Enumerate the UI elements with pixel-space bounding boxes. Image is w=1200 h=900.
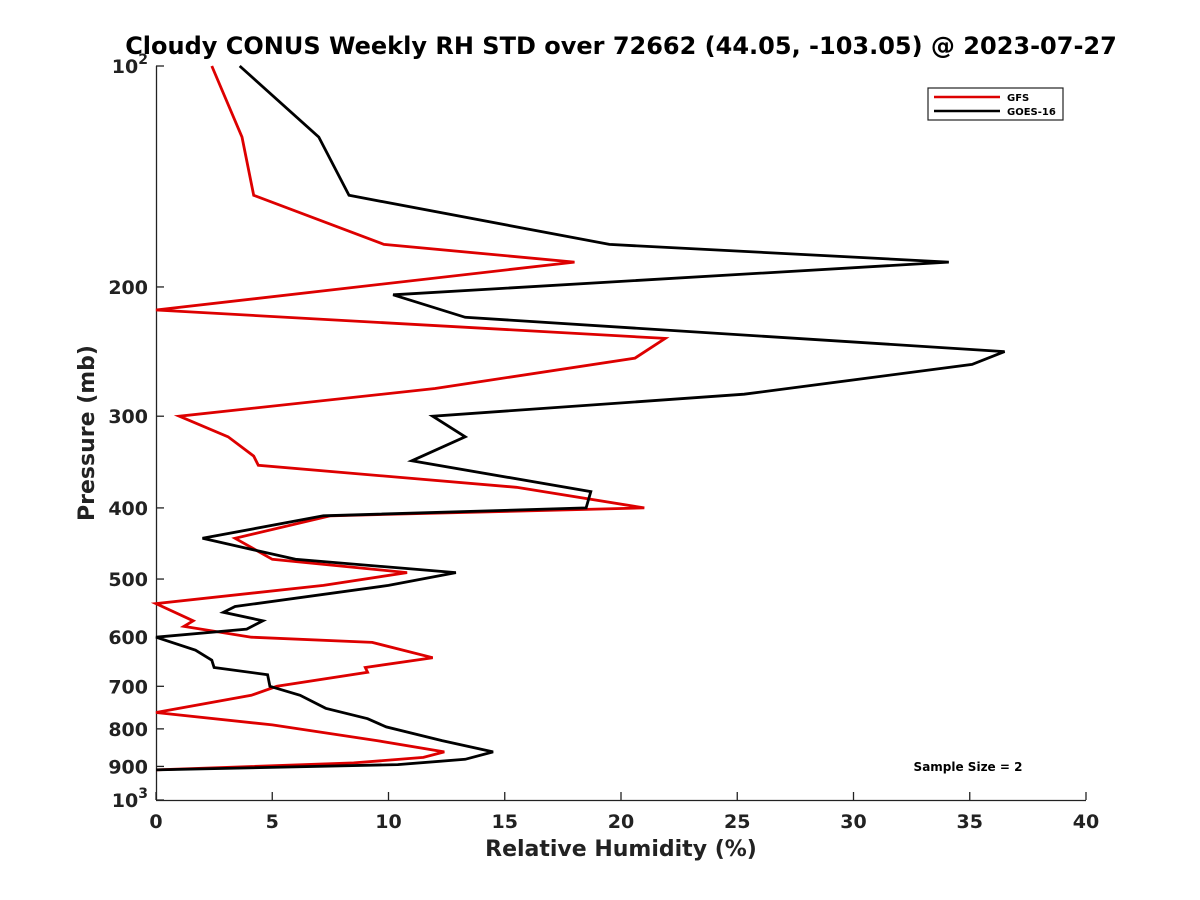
x-axis-label: Relative Humidity (%)	[485, 837, 757, 862]
y-tick-label: 500	[108, 569, 148, 591]
y-ticks: 102 200 300 400 500 600 700 800 900 103	[108, 52, 164, 812]
y-axis-label: Pressure (mb)	[75, 345, 100, 521]
y-tick-label: 300	[108, 406, 148, 428]
x-tick-label: 0	[149, 811, 162, 833]
x-tick-label: 35	[957, 811, 983, 833]
series-line-gfs	[150, 65, 670, 772]
y-tick-label: 102	[112, 52, 148, 78]
sample-size-annotation: Sample Size = 2	[914, 760, 1023, 774]
y-tick-label: 800	[108, 719, 148, 741]
x-ticks: 0 5 10 15 20 25 30 35 40	[149, 792, 1099, 833]
x-tick-label: 5	[266, 811, 279, 833]
y-tick-label: 900	[108, 756, 148, 778]
chart-title: Cloudy CONUS Weekly RH STD over 72662 (4…	[125, 32, 1117, 60]
legend-label-goes16: GOES-16	[1007, 107, 1056, 118]
legend-box	[927, 87, 1064, 121]
x-tick-label: 10	[375, 811, 401, 833]
y-tick-label: 103	[112, 786, 148, 812]
y-tick-label: 700	[108, 676, 148, 698]
x-tick-label: 25	[724, 811, 750, 833]
y-tick-label: 600	[108, 627, 148, 649]
x-tick-label: 30	[840, 811, 866, 833]
legend: GFS GOES-16	[927, 87, 1064, 121]
series-layer	[150, 64, 1006, 772]
y-tick-label: 200	[108, 277, 148, 299]
legend-label-gfs: GFS	[1007, 93, 1029, 104]
y-tick-label: 400	[108, 498, 148, 520]
x-tick-label: 20	[608, 811, 634, 833]
series-line-goes16	[155, 64, 1006, 772]
axes-frame	[155, 66, 1086, 802]
x-tick-label: 40	[1073, 811, 1099, 833]
x-tick-label: 15	[492, 811, 518, 833]
